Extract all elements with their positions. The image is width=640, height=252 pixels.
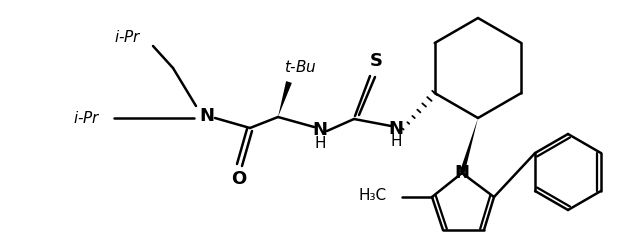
Text: $i$-Pr: $i$-Pr [114,29,142,45]
Text: H: H [390,135,402,149]
Text: $i$-Pr: $i$-Pr [73,110,101,126]
Polygon shape [460,118,478,174]
Text: N: N [388,120,403,138]
Polygon shape [278,81,292,117]
Text: N: N [454,164,470,182]
Text: N: N [312,121,328,139]
Text: O: O [232,170,246,188]
Text: $t$-Bu: $t$-Bu [284,59,316,75]
Text: N: N [200,107,214,125]
Text: H: H [314,136,326,150]
Text: H₃C: H₃C [359,188,387,204]
Text: S: S [369,52,383,70]
